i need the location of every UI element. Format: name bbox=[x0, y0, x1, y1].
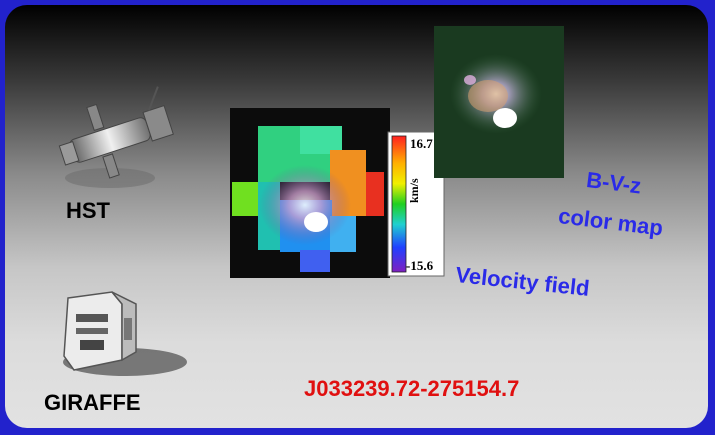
giraffe-label: GIRAFFE bbox=[44, 390, 141, 415]
target-name: J033239.72-275154.7 bbox=[304, 376, 520, 401]
spectrograph-icon bbox=[63, 291, 187, 376]
colorbar bbox=[387, 131, 445, 277]
telescope-icon bbox=[58, 86, 174, 188]
hst-label: HST bbox=[66, 198, 110, 223]
colorbar-unit-label: km/s bbox=[407, 178, 421, 203]
colorbar-max-label: 16.7 bbox=[410, 136, 433, 151]
color-map-image bbox=[434, 26, 564, 178]
colorbar-min-label: -15.6 bbox=[406, 258, 434, 273]
velocity-field-map bbox=[230, 108, 390, 278]
